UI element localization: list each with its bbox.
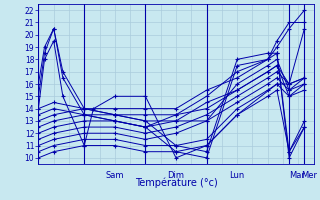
Text: Sam: Sam [106,171,124,180]
X-axis label: Température (°c): Température (°c) [135,178,217,188]
Text: Dim: Dim [167,171,185,180]
Text: Lun: Lun [229,171,245,180]
Text: Mer: Mer [301,171,317,180]
Text: Mar: Mar [289,171,305,180]
